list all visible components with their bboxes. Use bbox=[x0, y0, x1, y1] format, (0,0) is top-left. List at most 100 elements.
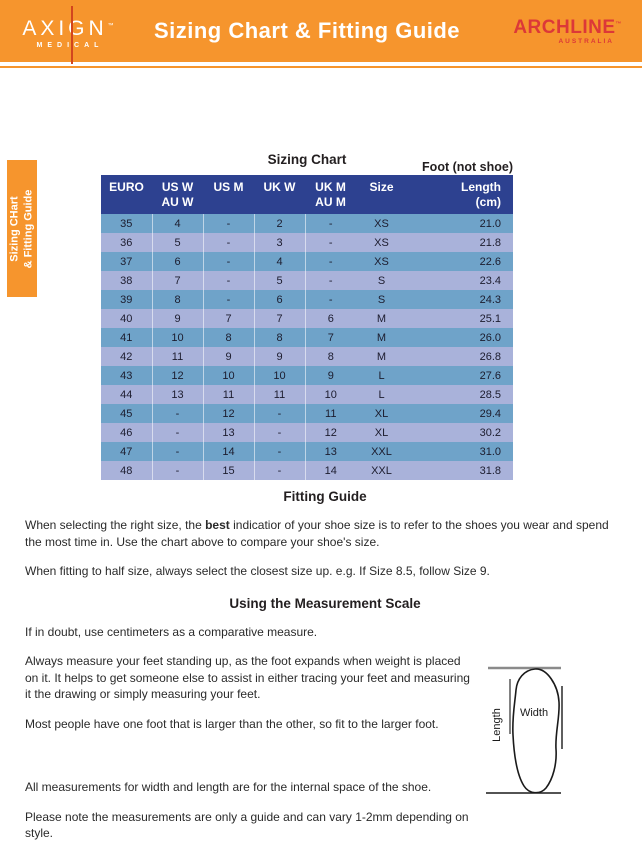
table-row: 37 6-4- XS 22.6 bbox=[101, 252, 513, 271]
column-header: EURO bbox=[101, 175, 152, 214]
table-row: 48-15-14 XXL 31.8 bbox=[101, 461, 513, 480]
table-cell: 10 bbox=[203, 366, 255, 385]
table-cell: XXL bbox=[356, 461, 407, 480]
table-cell: - bbox=[203, 214, 255, 233]
table-cell: 5 bbox=[152, 233, 204, 252]
table-cell: 26.0 bbox=[407, 328, 513, 347]
table-cell: 25.1 bbox=[407, 309, 513, 328]
table-cell: XS bbox=[356, 233, 407, 252]
table-cell: 41 bbox=[101, 328, 153, 347]
paragraph-text: When selecting the right size, the bbox=[25, 518, 206, 532]
table-cell: 6 bbox=[305, 309, 356, 328]
sizing-chart-title: Sizing Chart bbox=[267, 152, 347, 167]
table-cell: 47 bbox=[101, 442, 153, 461]
measurement-paragraph-1: If in doubt, use centimeters as a compar… bbox=[25, 624, 318, 639]
table-row: 47-14-13 XXL 31.0 bbox=[101, 442, 513, 461]
table-cell: 37 bbox=[101, 252, 153, 271]
table-cell: 8 bbox=[203, 328, 255, 347]
table-cell: 22.6 bbox=[407, 252, 513, 271]
table-cell: 15 bbox=[203, 461, 255, 480]
sizing-table: EURO US W AU W US M UK W UK M AU M Size Length (c… bbox=[101, 175, 514, 480]
table-cell: XL bbox=[356, 404, 407, 423]
table-cell: - bbox=[305, 233, 356, 252]
side-tab-line2: & Fitting Guide bbox=[22, 189, 34, 268]
table-row: 44 13 11 11 10 L 28.5 bbox=[101, 385, 513, 404]
table-cell: S bbox=[356, 290, 407, 309]
table-row: 41 10 8 8 7 M 26.0 bbox=[101, 328, 513, 347]
table-row: 35 4-2- XS 21.0 bbox=[101, 214, 513, 233]
table-cell: 7 bbox=[305, 328, 356, 347]
table-cell: - bbox=[203, 233, 255, 252]
brand-name: AXIGN bbox=[22, 16, 108, 40]
table-cell: 6 bbox=[254, 290, 306, 309]
table-cell: 48 bbox=[101, 461, 153, 480]
width-label: Width bbox=[520, 707, 548, 719]
table-cell: XXL bbox=[356, 442, 407, 461]
table-cell: - bbox=[305, 214, 356, 233]
table-row: 43 12 10 10 9 L 27.6 bbox=[101, 366, 513, 385]
table-cell: L bbox=[356, 385, 407, 404]
table-cell: 8 bbox=[254, 328, 306, 347]
table-cell: 27.6 bbox=[407, 366, 513, 385]
column-header: UK M AU M bbox=[305, 175, 356, 214]
axign-logo-subtext: MEDICAL bbox=[36, 41, 104, 49]
header-banner: AXIGN™ MEDICAL Sizing Chart & Fitting Gu… bbox=[0, 0, 642, 64]
archline-logo-subtext: AUSTRALIA bbox=[558, 37, 614, 45]
table-cell: 9 bbox=[203, 347, 255, 366]
table-cell: 8 bbox=[152, 290, 204, 309]
table-cell: 7 bbox=[203, 309, 255, 328]
measurement-paragraph-2: Always measure your feet standing up, as… bbox=[25, 654, 470, 702]
table-cell: 45 bbox=[101, 404, 153, 423]
table-row: 45-12-11 XL 29.4 bbox=[101, 404, 513, 423]
bold-word: best bbox=[205, 518, 230, 532]
table-cell: 24.3 bbox=[407, 290, 513, 309]
column-header: US W AU W bbox=[152, 175, 203, 214]
table-row: 39 8-6- S 24.3 bbox=[101, 290, 513, 309]
table-cell: - bbox=[305, 252, 356, 271]
table-cell: - bbox=[203, 271, 255, 290]
table-cell: 12 bbox=[305, 423, 356, 442]
table-cell: 38 bbox=[101, 271, 153, 290]
table-cell: M bbox=[356, 328, 407, 347]
table-cell: 7 bbox=[152, 271, 204, 290]
table-cell: 23.4 bbox=[407, 271, 513, 290]
table-cell: 5 bbox=[254, 271, 306, 290]
foot-measurement-diagram: Width Length bbox=[486, 666, 563, 794]
trademark-symbol: ™ bbox=[615, 21, 622, 28]
measurement-scale-heading: Using the Measurement Scale bbox=[229, 595, 421, 611]
brand-name: ARCHLINE bbox=[513, 16, 616, 38]
axign-logo-text: AXIGN™ bbox=[18, 18, 118, 39]
table-cell: 35 bbox=[101, 214, 153, 233]
table-cell: M bbox=[356, 309, 407, 328]
archline-logo-text: ARCHLINE™ bbox=[496, 18, 622, 37]
column-header: Length (cm) bbox=[407, 175, 513, 214]
paragraph-text: indicatior of your shoe size is to refer… bbox=[25, 518, 609, 549]
table-cell: 3 bbox=[254, 233, 306, 252]
table-cell: XS bbox=[356, 214, 407, 233]
table-cell: 7 bbox=[254, 309, 306, 328]
body-content: Fitting Guide When selecting the right s… bbox=[25, 489, 625, 848]
table-row: 38 7-5- S 23.4 bbox=[101, 271, 513, 290]
table-cell: 42 bbox=[101, 347, 153, 366]
table-cell: 10 bbox=[254, 366, 306, 385]
table-cell: 9 bbox=[305, 366, 356, 385]
table-cell: 40 bbox=[101, 309, 153, 328]
fitting-guide-paragraph-2: When fitting to half size, always select… bbox=[25, 564, 490, 579]
table-cell: S bbox=[356, 271, 407, 290]
table-cell: - bbox=[305, 271, 356, 290]
table-cell: - bbox=[152, 423, 204, 442]
foot-diagram-column: Width Length bbox=[477, 624, 625, 848]
table-cell: - bbox=[152, 442, 204, 461]
fitting-guide-paragraph-1: When selecting the right size, the best … bbox=[25, 517, 617, 550]
sizing-table-header-row: EURO US W AU W US M UK W UK M AU M Size Length (c… bbox=[101, 175, 513, 214]
table-cell: M bbox=[356, 347, 407, 366]
column-header: Size bbox=[356, 175, 407, 214]
table-cell: 10 bbox=[305, 385, 356, 404]
table-cell: 13 bbox=[152, 385, 204, 404]
table-row: 42 11 9 9 8 M 26.8 bbox=[101, 347, 513, 366]
table-cell: 11 bbox=[305, 404, 356, 423]
axign-medical-logo: AXIGN™ MEDICAL bbox=[18, 5, 118, 64]
table-cell: 13 bbox=[305, 442, 356, 461]
table-row: 40 9 7 7 6 M 25.1 bbox=[101, 309, 513, 328]
